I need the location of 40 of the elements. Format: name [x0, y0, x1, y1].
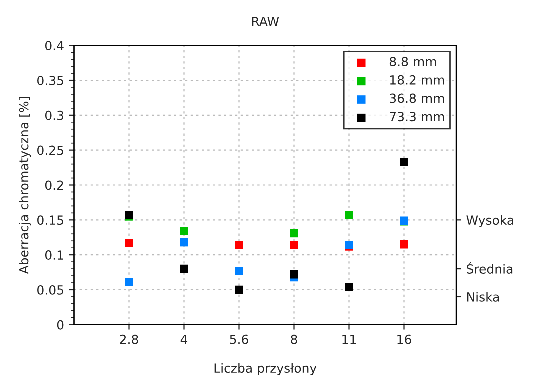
point: [180, 238, 188, 247]
legend-label: 8.8 mm: [390, 57, 436, 67]
y-tick-label: 0.3: [45, 110, 64, 120]
point: [290, 270, 298, 279]
point: [235, 266, 244, 276]
point: [290, 229, 298, 238]
point: [290, 241, 298, 250]
y-tick-label: 0.4: [45, 41, 64, 51]
y-tick-label: 0.25: [38, 146, 64, 156]
x-tick-label: 4: [180, 335, 188, 344]
point: [125, 278, 134, 286]
chart-title: RAW: [252, 17, 280, 26]
y-axis-title: Aberracja chromatyczna [%]: [19, 97, 32, 274]
point: [345, 211, 354, 220]
x-tick-label: 5.6: [230, 334, 248, 344]
x-tick-label: 2.8: [120, 334, 138, 344]
point: [235, 241, 244, 250]
point: [400, 158, 408, 166]
point: [345, 283, 354, 292]
point: [180, 227, 188, 236]
ref-line-label: Niska: [467, 292, 500, 302]
y-tick-label: 0.2: [45, 180, 64, 190]
y-tick-label: 0.1: [45, 250, 64, 260]
ref-line-label: Wysoka: [466, 215, 514, 228]
point: [125, 239, 134, 248]
point: [180, 264, 188, 274]
y-tick-label: 0.05: [38, 285, 64, 295]
point: [235, 286, 244, 294]
legend-label: 73.3 mm: [390, 112, 444, 122]
x-tick-label: 16: [398, 334, 412, 344]
y-tick-label: 0.35: [38, 76, 64, 86]
legend-label: 36.8 mm: [390, 94, 444, 104]
point: [400, 240, 408, 249]
x-tick-label: 8: [291, 334, 298, 344]
y-tick-label: 0: [57, 320, 64, 330]
y-tick-label: 0.15: [38, 216, 64, 226]
ref-line-label: Średnia: [467, 262, 513, 274]
x-axis-title: Liczba przysłony: [214, 363, 317, 376]
x-tick-label: 11: [342, 335, 356, 344]
legend-label: 18.2 mm: [390, 75, 444, 85]
